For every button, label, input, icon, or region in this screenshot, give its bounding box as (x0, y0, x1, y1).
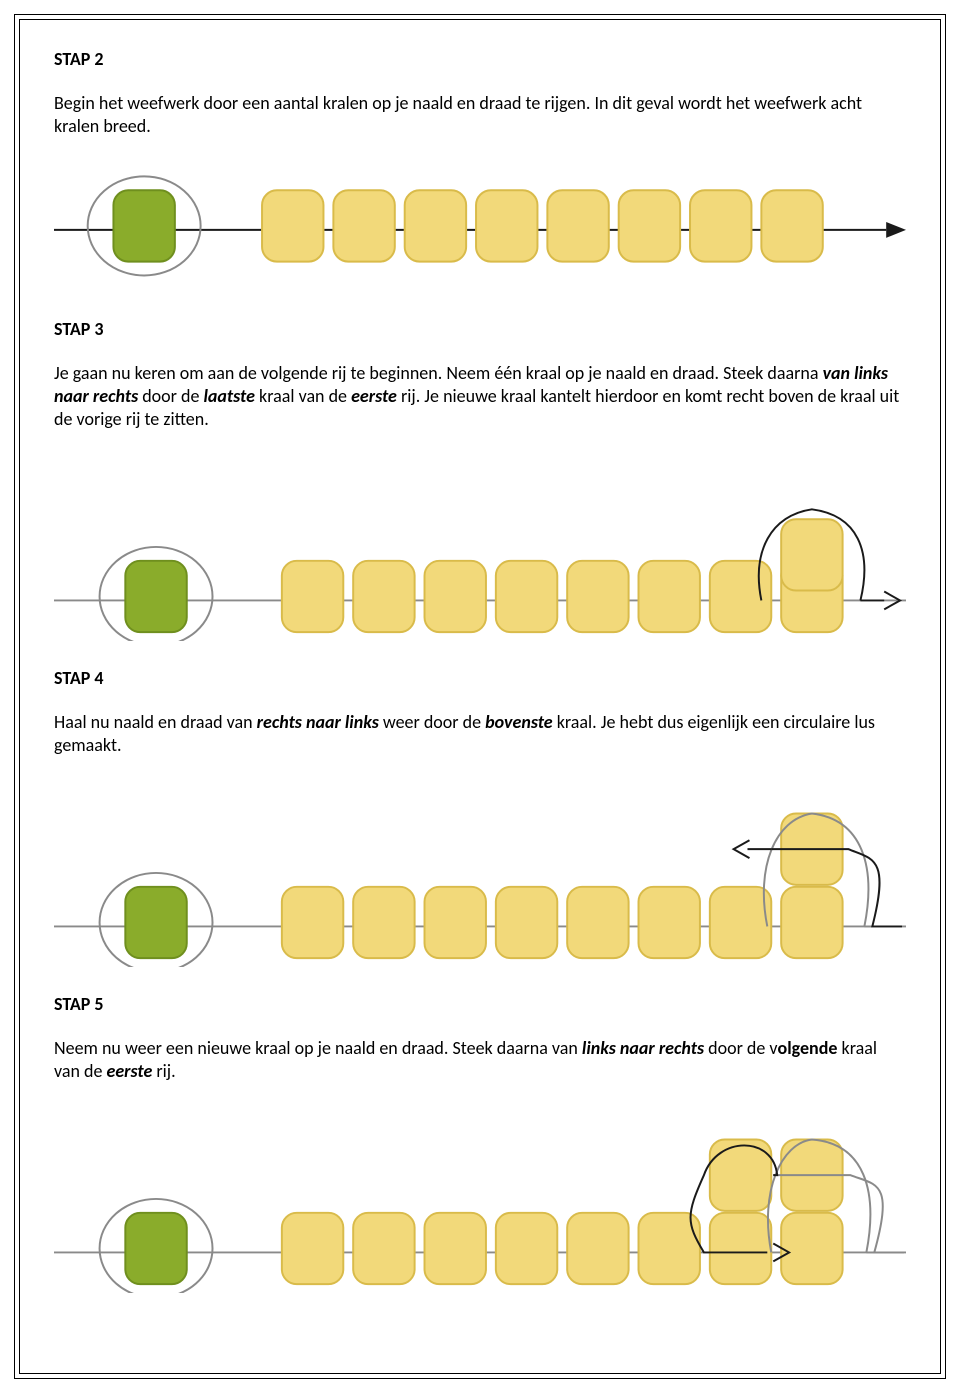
step-3: STAP 3 Je gaan nu keren om aan de volgen… (54, 318, 906, 641)
step-4-title: STAP 4 (54, 667, 906, 689)
step-3-body: Je gaan nu keren om aan de volgende rij … (54, 362, 906, 431)
step-2-title: STAP 2 (54, 48, 906, 70)
step-5-diagram (54, 1093, 906, 1293)
step-3-title: STAP 3 (54, 318, 906, 340)
step-2-diagram (54, 148, 906, 288)
step-4-body: Haal nu naald en draad van rechts naar l… (54, 711, 906, 757)
step-4-diagram (54, 767, 906, 967)
step-2: STAP 2 Begin het weefwerk door een aanta… (54, 48, 906, 288)
step-5-title: STAP 5 (54, 993, 906, 1015)
step-4: STAP 4 Haal nu naald en draad van rechts… (54, 667, 906, 967)
step-3-diagram (54, 441, 906, 641)
step-2-body: Begin het weefwerk door een aantal krale… (54, 92, 906, 138)
step-5: STAP 5 Neem nu weer een nieuwe kraal op … (54, 993, 906, 1293)
step-5-body: Neem nu weer een nieuwe kraal op je naal… (54, 1037, 906, 1083)
